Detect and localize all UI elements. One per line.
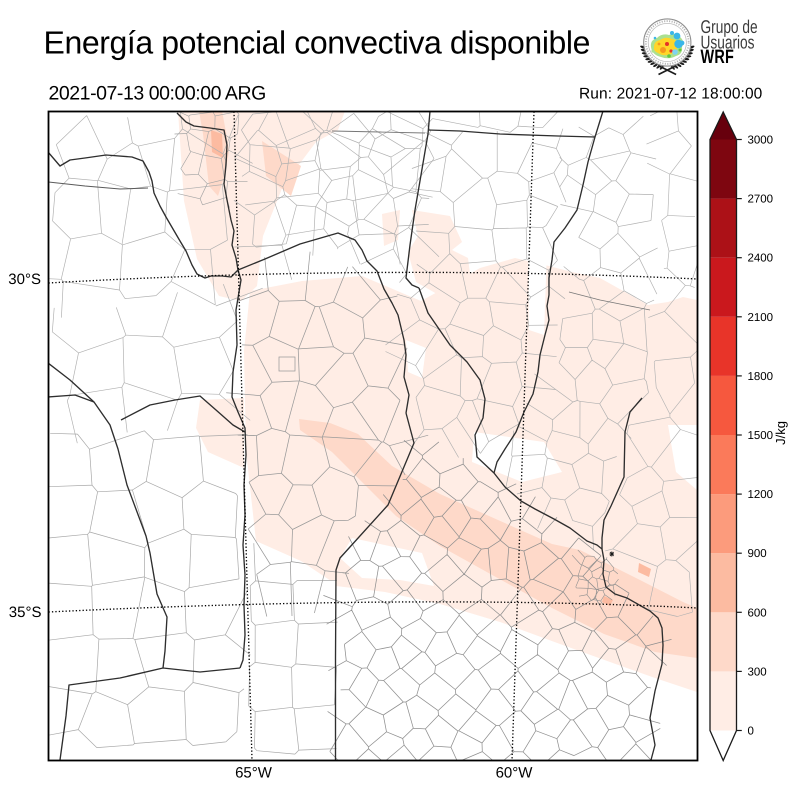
svg-text:WRF: WRF <box>701 46 735 68</box>
svg-text:Run: 2021-07-12 18:00:00: Run: 2021-07-12 18:00:00 <box>579 85 763 102</box>
svg-text:35°S: 35°S <box>9 604 42 621</box>
svg-text:0: 0 <box>748 726 754 738</box>
svg-text:Energía potencial convectiva d: Energía potencial convectiva disponible <box>44 25 591 61</box>
svg-text:J/kg: J/kg <box>773 421 788 445</box>
svg-text:3000: 3000 <box>748 135 774 147</box>
svg-text:900: 900 <box>748 548 767 560</box>
svg-text:30°S: 30°S <box>8 271 41 288</box>
svg-text:1200: 1200 <box>748 489 774 501</box>
svg-text:60°W: 60°W <box>496 765 534 782</box>
svg-text:1500: 1500 <box>748 430 774 442</box>
svg-text:65°W: 65°W <box>235 765 273 782</box>
svg-text:Grupo de: Grupo de <box>701 16 758 37</box>
svg-text:300: 300 <box>748 666 767 678</box>
svg-text:600: 600 <box>748 607 767 619</box>
svg-text:2700: 2700 <box>748 194 774 206</box>
svg-text:2021-07-13 00:00:00 ARG: 2021-07-13 00:00:00 ARG <box>49 83 266 105</box>
svg-text:2400: 2400 <box>748 253 774 265</box>
svg-text:1800: 1800 <box>748 371 774 383</box>
svg-text:Usuarios: Usuarios <box>701 31 755 52</box>
svg-text:2100: 2100 <box>748 312 774 324</box>
